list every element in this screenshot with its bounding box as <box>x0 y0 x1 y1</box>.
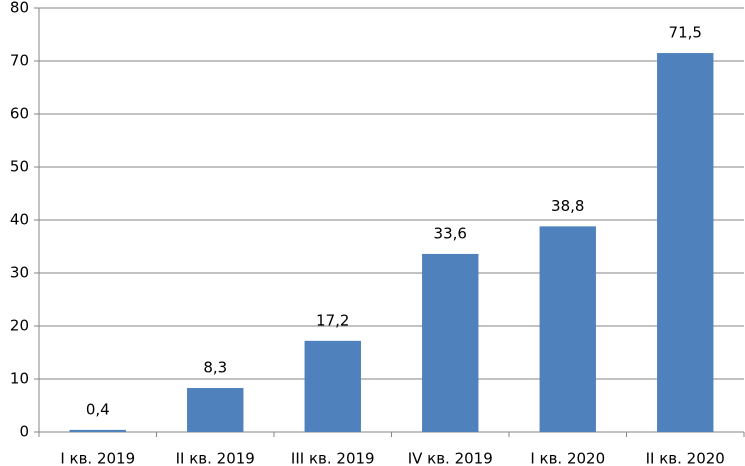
y-tick-label: 30 <box>10 264 29 282</box>
value-label: 8,3 <box>203 359 227 377</box>
value-label: 17,2 <box>316 311 349 329</box>
bar <box>657 53 714 433</box>
y-tick-label: 20 <box>10 317 29 335</box>
x-tick-label: I кв. 2019 <box>60 450 135 466</box>
x-tick-label: IV кв. 2019 <box>408 450 493 466</box>
y-tick-label: 70 <box>10 52 29 70</box>
bar <box>539 226 596 432</box>
y-tick-label: 40 <box>10 211 29 229</box>
bar <box>304 340 361 432</box>
value-label: 38,8 <box>551 197 584 215</box>
x-tick-label: III кв. 2019 <box>291 450 375 466</box>
value-label: 0,4 <box>86 400 110 418</box>
x-tick-label: II кв. 2020 <box>646 450 725 466</box>
x-tick-label: I кв. 2020 <box>530 450 605 466</box>
bar <box>422 253 479 432</box>
y-tick-label: 80 <box>10 0 29 17</box>
y-tick-label: 50 <box>10 158 29 176</box>
value-label: 33,6 <box>434 224 467 242</box>
y-tick-label: 60 <box>10 105 29 123</box>
y-tick-label: 0 <box>19 423 29 441</box>
x-tick-label: II кв. 2019 <box>176 450 255 466</box>
bar <box>187 388 244 432</box>
bar <box>69 429 126 432</box>
y-tick-label: 10 <box>10 370 29 388</box>
value-label: 71,5 <box>669 24 702 42</box>
